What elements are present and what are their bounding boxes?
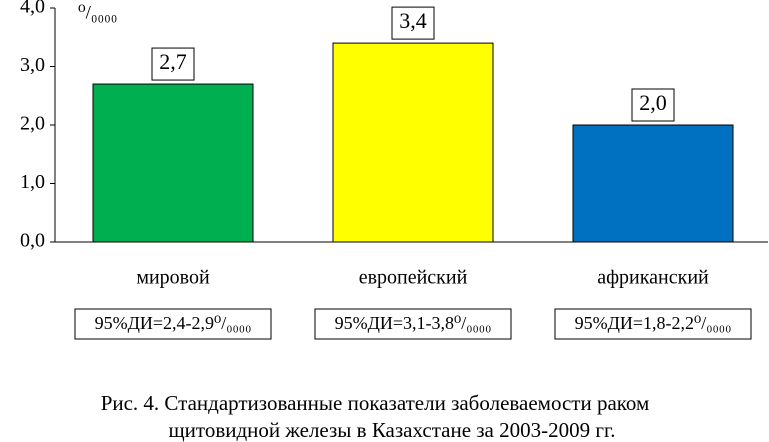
confidence-interval: 95%ДИ=2,4-2,9⁰/₀₀₀₀ bbox=[95, 313, 252, 333]
caption: Рис. 4. Стандартизованные показатели заб… bbox=[101, 391, 650, 415]
ci-box bbox=[74, 308, 272, 340]
value-label-box bbox=[151, 47, 195, 81]
bar bbox=[572, 124, 734, 243]
value-label-box bbox=[631, 88, 675, 122]
x-tick-label: африканский bbox=[597, 267, 709, 289]
y-tick-label: 2,0 bbox=[20, 113, 45, 135]
caption: щитовидной железы в Казахстане за 2003-2… bbox=[169, 418, 616, 442]
y-tick-label: 4,0 bbox=[20, 0, 45, 18]
bar bbox=[92, 83, 254, 243]
unit-label: ⁰/₀₀₀₀ bbox=[78, 2, 117, 23]
y-tick-label: 3,0 bbox=[20, 54, 45, 76]
confidence-interval: 95%ДИ=3,1-3,8⁰/₀₀₀₀ bbox=[335, 313, 492, 333]
value-label: 2,0 bbox=[639, 90, 667, 115]
value-label-box bbox=[391, 6, 435, 40]
x-tick-label: европейский bbox=[359, 267, 468, 289]
y-tick-label: 0,0 bbox=[20, 230, 45, 252]
confidence-interval: 95%ДИ=1,8-2,2⁰/₀₀₀₀ bbox=[575, 313, 732, 333]
value-label: 3,4 bbox=[399, 8, 427, 33]
ci-box bbox=[554, 308, 752, 340]
bar bbox=[332, 42, 494, 243]
x-tick-label: мировой bbox=[136, 267, 210, 289]
y-tick-label: 1,0 bbox=[20, 171, 45, 193]
ci-box bbox=[314, 308, 512, 340]
value-label: 2,7 bbox=[159, 49, 187, 74]
